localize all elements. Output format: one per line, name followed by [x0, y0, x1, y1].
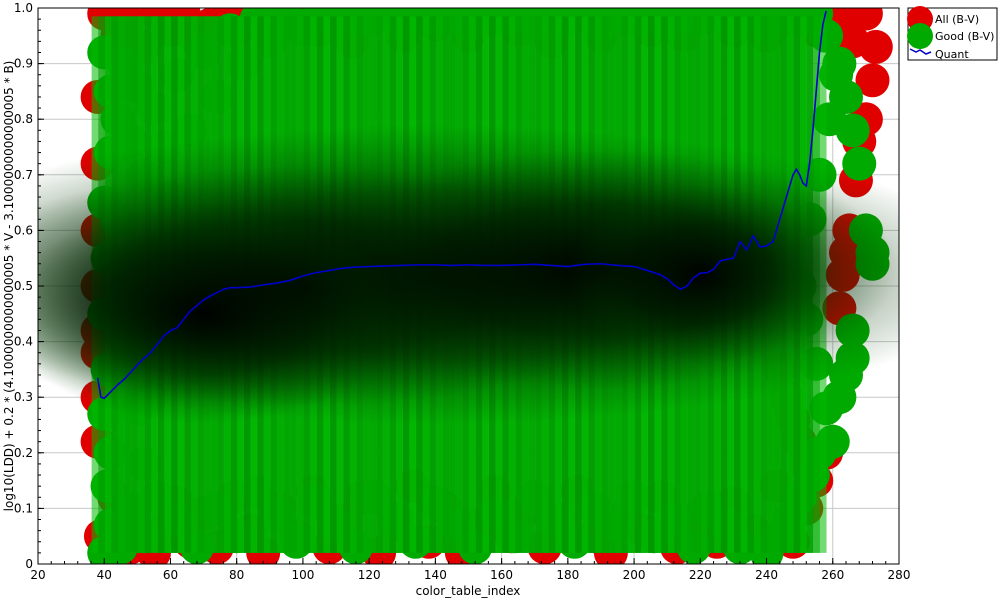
- y-tick-label: 0.4: [14, 335, 33, 349]
- x-tick-label: 240: [755, 568, 778, 582]
- y-axis-title: log10(LDD) + 0.2 * (4.1000000000000005 *…: [2, 61, 16, 512]
- y-tick-label: 0.2: [14, 446, 33, 460]
- series-quant: [96, 10, 827, 400]
- x-tick-label: 200: [623, 568, 646, 582]
- y-tick-label: 0.9: [14, 57, 33, 71]
- density-core-blob: [567, 184, 833, 365]
- legend-swatch-good: [907, 23, 933, 49]
- x-tick-label: 120: [358, 568, 381, 582]
- marker-all: [855, 63, 890, 98]
- marker-all: [848, 8, 883, 31]
- y-axis-ticks: 0 0.1 0.2 0.3 0.4 0.5 0.6 0.7 0.8 0.9 1.0: [14, 1, 44, 571]
- y-tick-label: 0.1: [14, 501, 33, 515]
- x-tick-label: 280: [888, 568, 911, 582]
- quant-line: [96, 10, 827, 400]
- x-tick-label: 20: [30, 568, 45, 582]
- legend-swatch-quant: [909, 48, 932, 55]
- plot-content: [38, 8, 899, 564]
- y-tick-label: 0.8: [14, 112, 33, 126]
- marker-good: [842, 146, 877, 181]
- x-tick-label: 100: [291, 568, 314, 582]
- x-tick-label: 260: [821, 568, 844, 582]
- x-axis-title: color_table_index: [416, 584, 521, 598]
- y-tick-label: 0: [25, 557, 33, 571]
- y-tick-label: 0.7: [14, 168, 33, 182]
- x-tick-label: 140: [424, 568, 447, 582]
- x-tick-label: 160: [490, 568, 513, 582]
- density-core-blob: [38, 203, 403, 424]
- legend: All (B-V) Good (B-V) Quant: [907, 6, 998, 61]
- x-tick-label: 60: [163, 568, 178, 582]
- legend-label-good: Good (B-V): [935, 30, 994, 43]
- y-tick-label: 0.6: [14, 223, 33, 237]
- x-tick-label: 80: [229, 568, 244, 582]
- marker-good: [819, 57, 854, 92]
- y-tick-label: 0.3: [14, 390, 33, 404]
- y-tick-label: 1.0: [14, 1, 33, 15]
- x-axis-ticks: 20 40 60 80 100 120 140 160 180 200 220 240 260 280: [30, 558, 910, 582]
- legend-label-all: All (B-V): [935, 13, 979, 26]
- x-tick-label: 40: [97, 568, 112, 582]
- x-tick-label: 180: [556, 568, 579, 582]
- y-tick-label: 0.5: [14, 279, 33, 293]
- marker-all: [858, 29, 893, 64]
- x-tick-label: 220: [689, 568, 712, 582]
- legend-label-quant: Quant: [935, 48, 969, 61]
- density-core: [38, 124, 899, 425]
